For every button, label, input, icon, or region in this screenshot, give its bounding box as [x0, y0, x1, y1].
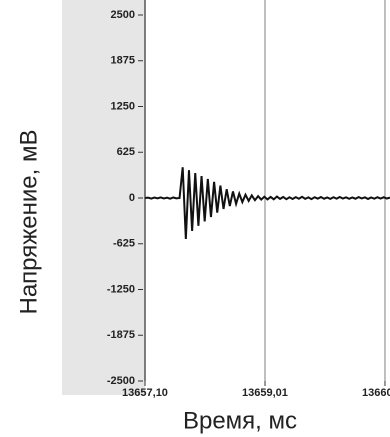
y-tick-label: -2500 — [107, 375, 135, 387]
y-tick-label: -1250 — [107, 283, 135, 295]
y-tick-label: -625 — [113, 238, 135, 250]
x-axis-label: Время, мс — [183, 407, 297, 434]
y-axis-label: Напряжение, мВ — [15, 129, 42, 314]
x-tick-label: 13657,10 — [122, 387, 168, 399]
y-tick-label: 0 — [129, 192, 135, 204]
tick-panel — [62, 0, 145, 395]
y-tick-label: -1875 — [107, 329, 135, 341]
y-tick-label: 2500 — [111, 9, 135, 21]
signal-line — [144, 167, 390, 240]
plot-area — [145, 0, 390, 385]
y-tick-label: 1250 — [111, 100, 135, 112]
x-tick-label: 13659,01 — [242, 387, 288, 399]
y-tick-label: 1875 — [111, 55, 135, 67]
y-tick-label: 625 — [117, 146, 135, 158]
x-tick-label: 13660,92 — [362, 387, 390, 399]
